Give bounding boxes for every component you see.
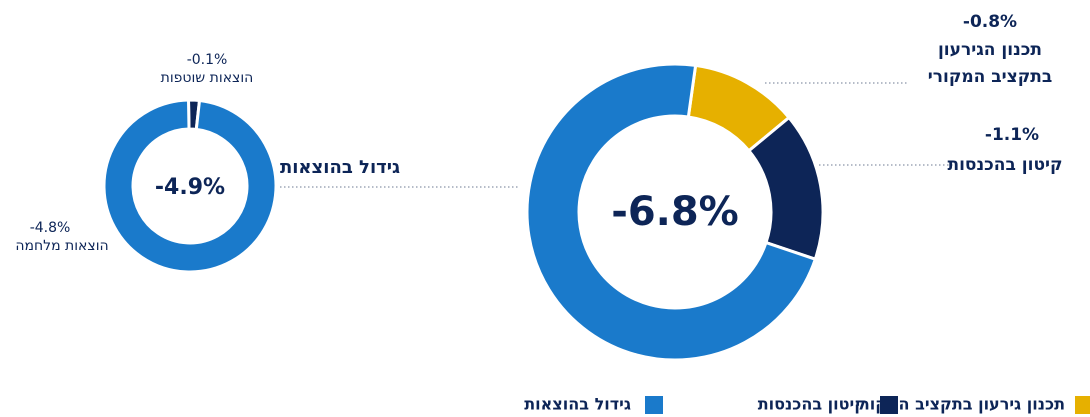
legend-swatch xyxy=(880,396,898,414)
donut-segment xyxy=(102,98,278,274)
annotation: בתקציב המקורי xyxy=(928,67,1052,87)
center-label: -4.9% xyxy=(155,175,225,200)
segment-label: הוצאות מלחמה xyxy=(15,238,108,254)
donut-segment xyxy=(525,62,818,362)
value-label: -1.1% xyxy=(985,125,1039,145)
annotation: גידול בהוצאות xyxy=(280,157,400,178)
annotation: קיטון בהכנסות xyxy=(947,155,1062,175)
value-label: -4.8% xyxy=(30,220,71,236)
annotation: תכנון הגירעון xyxy=(938,40,1042,60)
value-label: -0.1% xyxy=(187,52,228,68)
legend-swatch xyxy=(645,396,663,414)
segment-label: הוצאות שוטפות xyxy=(161,70,254,86)
legend-swatch xyxy=(1075,396,1090,414)
legend-label: גידול בהוצאות xyxy=(524,395,631,414)
legend-label: תכנון גירעון בתקציב המקורי xyxy=(855,395,1065,414)
legend-label: קיטון בהכנסות xyxy=(758,395,866,414)
center-label: -6.8% xyxy=(611,189,739,235)
value-label: -0.8% xyxy=(963,12,1017,32)
